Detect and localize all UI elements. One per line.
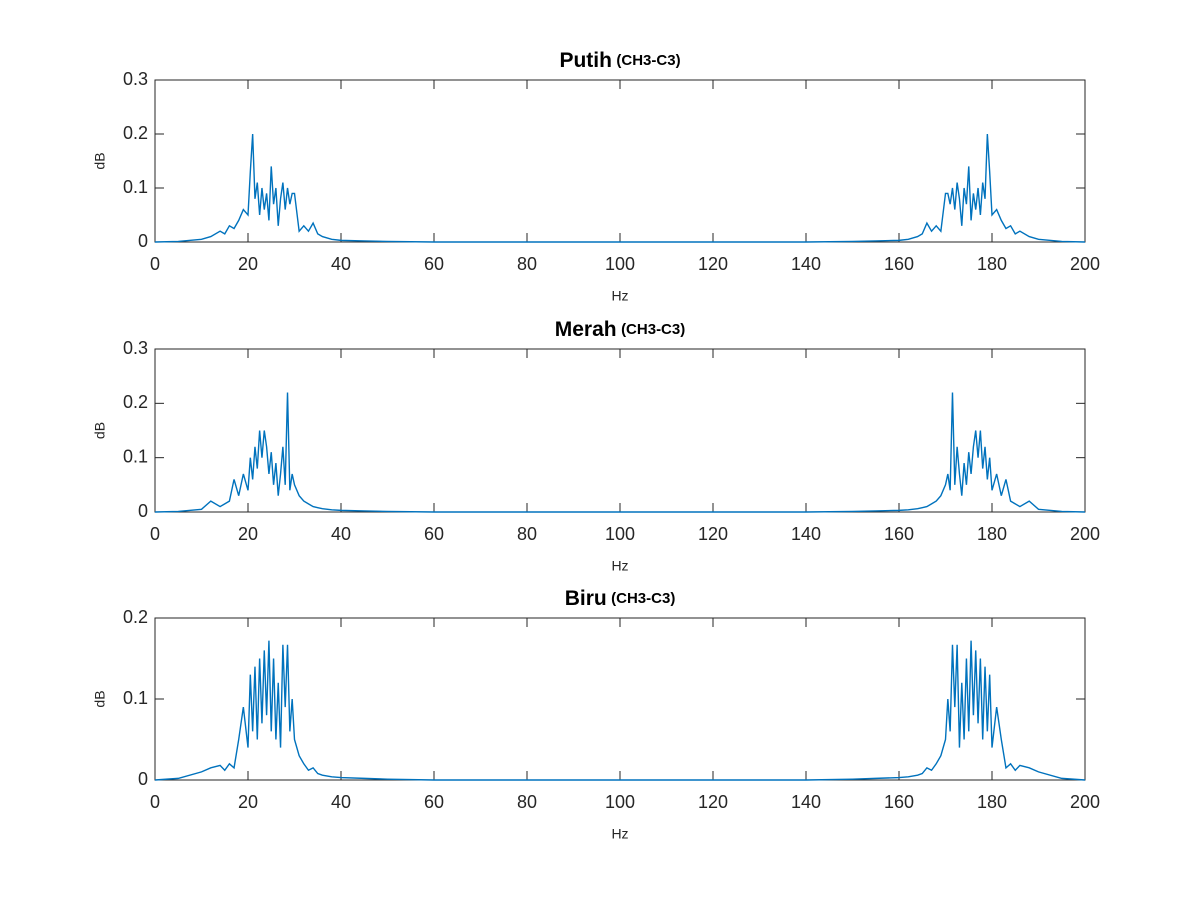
x-tick-label: 160 [884, 792, 914, 812]
y-tick-label: 0.3 [123, 69, 148, 89]
x-tick-label: 0 [150, 254, 160, 274]
chart-title-group: Biru (CH3-C3) [565, 587, 676, 610]
chart-title: Merah [555, 318, 617, 341]
y-axis-label: dB [92, 152, 108, 169]
x-tick-label: 20 [238, 524, 258, 544]
x-tick-label: 200 [1070, 792, 1100, 812]
x-tick-label: 200 [1070, 524, 1100, 544]
x-tick-label: 120 [698, 254, 728, 274]
x-tick-label: 20 [238, 792, 258, 812]
x-tick-label: 0 [150, 524, 160, 544]
x-axis-label: Hz [611, 288, 628, 304]
x-tick-label: 100 [605, 524, 635, 544]
chart-title-group: Merah (CH3-C3) [555, 318, 685, 341]
x-tick-label: 160 [884, 524, 914, 544]
x-tick-label: 40 [331, 792, 351, 812]
subplot: 0 20 40 60 80 100 120 140 160 180 200 0 0.1 0.2 0.3 Put… [92, 49, 1100, 304]
plot-area [155, 80, 1085, 242]
chart-title-group: Putih (CH3-C3) [559, 49, 680, 72]
spectrum-line [154, 133, 1086, 243]
x-tick-label: 120 [698, 524, 728, 544]
x-tick-label: 0 [150, 792, 160, 812]
y-tick-label: 0 [138, 769, 148, 789]
y-tick-label: 0 [138, 501, 148, 521]
y-tick-label: 0.2 [123, 392, 148, 412]
y-tick-label: 0.3 [123, 338, 148, 358]
x-tick-label: 160 [884, 254, 914, 274]
chart-title: Biru [565, 587, 607, 610]
x-tick-label: 200 [1070, 254, 1100, 274]
x-tick-label: 140 [791, 254, 821, 274]
x-tick-label: 60 [424, 792, 444, 812]
plot-area [155, 618, 1085, 780]
y-tick-label: 0 [138, 231, 148, 251]
x-tick-label: 60 [424, 524, 444, 544]
x-axis-label: Hz [611, 558, 628, 574]
subplot: 0 20 40 60 80 100 120 140 160 180 200 0 0.1 0.2 Biru (… [92, 587, 1100, 842]
x-tick-label: 180 [977, 254, 1007, 274]
chart-subtitle: (CH3-C3) [611, 590, 675, 607]
x-tick-label: 40 [331, 524, 351, 544]
y-tick-label: 0.1 [123, 446, 148, 466]
x-tick-label: 100 [605, 792, 635, 812]
x-tick-label: 80 [517, 792, 537, 812]
plot-area [155, 349, 1085, 512]
x-tick-label: 100 [605, 254, 635, 274]
y-tick-label: 0.2 [123, 123, 148, 143]
y-axis-label: dB [92, 422, 108, 439]
x-tick-label: 120 [698, 792, 728, 812]
x-tick-label: 60 [424, 254, 444, 274]
y-tick-label: 0.2 [123, 607, 148, 627]
y-tick-label: 0.1 [123, 177, 148, 197]
y-tick-label: 0.1 [123, 688, 148, 708]
chart-subtitle: (CH3-C3) [621, 321, 685, 338]
chart-title: Putih [559, 49, 612, 72]
spectrum-line [154, 392, 1086, 513]
x-tick-label: 180 [977, 792, 1007, 812]
y-axis-label: dB [92, 690, 108, 707]
x-axis-label: Hz [611, 826, 628, 842]
x-tick-label: 140 [791, 524, 821, 544]
spectrum-line [154, 640, 1086, 781]
x-tick-label: 20 [238, 254, 258, 274]
x-tick-label: 140 [791, 792, 821, 812]
subplot: 0 20 40 60 80 100 120 140 160 180 200 0 0.1 0.2 0.3 Mer… [92, 318, 1100, 574]
x-tick-label: 80 [517, 524, 537, 544]
x-tick-label: 80 [517, 254, 537, 274]
x-tick-label: 180 [977, 524, 1007, 544]
chart-subtitle: (CH3-C3) [616, 52, 680, 69]
x-tick-label: 40 [331, 254, 351, 274]
